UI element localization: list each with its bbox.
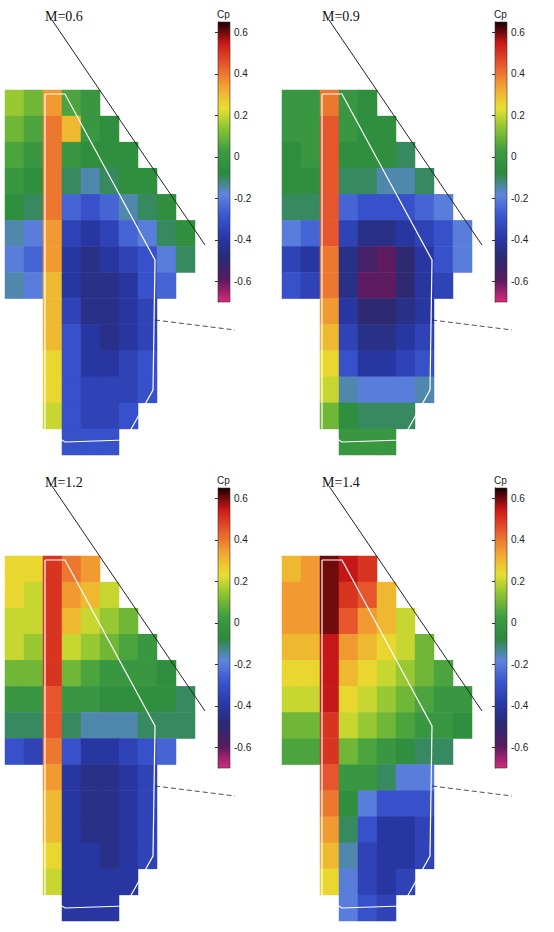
svg-text:0.2: 0.2 — [511, 110, 525, 121]
svg-text:M=1.2: M=1.2 — [45, 475, 83, 490]
svg-text:-0.6: -0.6 — [511, 742, 529, 753]
svg-text:0.6: 0.6 — [511, 493, 525, 504]
svg-text:0.6: 0.6 — [234, 493, 248, 504]
svg-text:0.6: 0.6 — [234, 27, 248, 38]
svg-text:M=0.9: M=0.9 — [322, 9, 360, 24]
svg-text:Cp: Cp — [217, 9, 230, 20]
svg-text:-0.4: -0.4 — [511, 700, 529, 711]
svg-text:0.4: 0.4 — [234, 534, 248, 545]
svg-text:0.4: 0.4 — [511, 68, 525, 79]
svg-text:Cp: Cp — [217, 475, 230, 486]
svg-text:-0.6: -0.6 — [511, 276, 529, 287]
svg-text:-0.2: -0.2 — [511, 659, 529, 670]
svg-text:-0.4: -0.4 — [234, 700, 252, 711]
svg-text:0.4: 0.4 — [511, 534, 525, 545]
svg-text:0: 0 — [511, 617, 517, 628]
svg-text:-0.2: -0.2 — [511, 193, 529, 204]
svg-text:0.2: 0.2 — [234, 110, 248, 121]
svg-text:Cp: Cp — [494, 9, 507, 20]
svg-text:-0.6: -0.6 — [234, 276, 252, 287]
svg-text:M=0.6: M=0.6 — [45, 9, 83, 24]
svg-text:-0.2: -0.2 — [234, 659, 252, 670]
svg-text:-0.6: -0.6 — [234, 742, 252, 753]
svg-text:0: 0 — [234, 151, 240, 162]
svg-text:0: 0 — [511, 151, 517, 162]
svg-text:-0.4: -0.4 — [234, 234, 252, 245]
svg-text:0.2: 0.2 — [234, 576, 248, 587]
svg-text:0.2: 0.2 — [511, 576, 525, 587]
svg-text:M=1.4: M=1.4 — [322, 475, 360, 490]
svg-text:Cp: Cp — [494, 475, 507, 486]
svg-text:-0.4: -0.4 — [511, 234, 529, 245]
svg-text:0.6: 0.6 — [511, 27, 525, 38]
svg-text:-0.2: -0.2 — [234, 193, 252, 204]
svg-text:0.4: 0.4 — [234, 68, 248, 79]
svg-text:0: 0 — [234, 617, 240, 628]
